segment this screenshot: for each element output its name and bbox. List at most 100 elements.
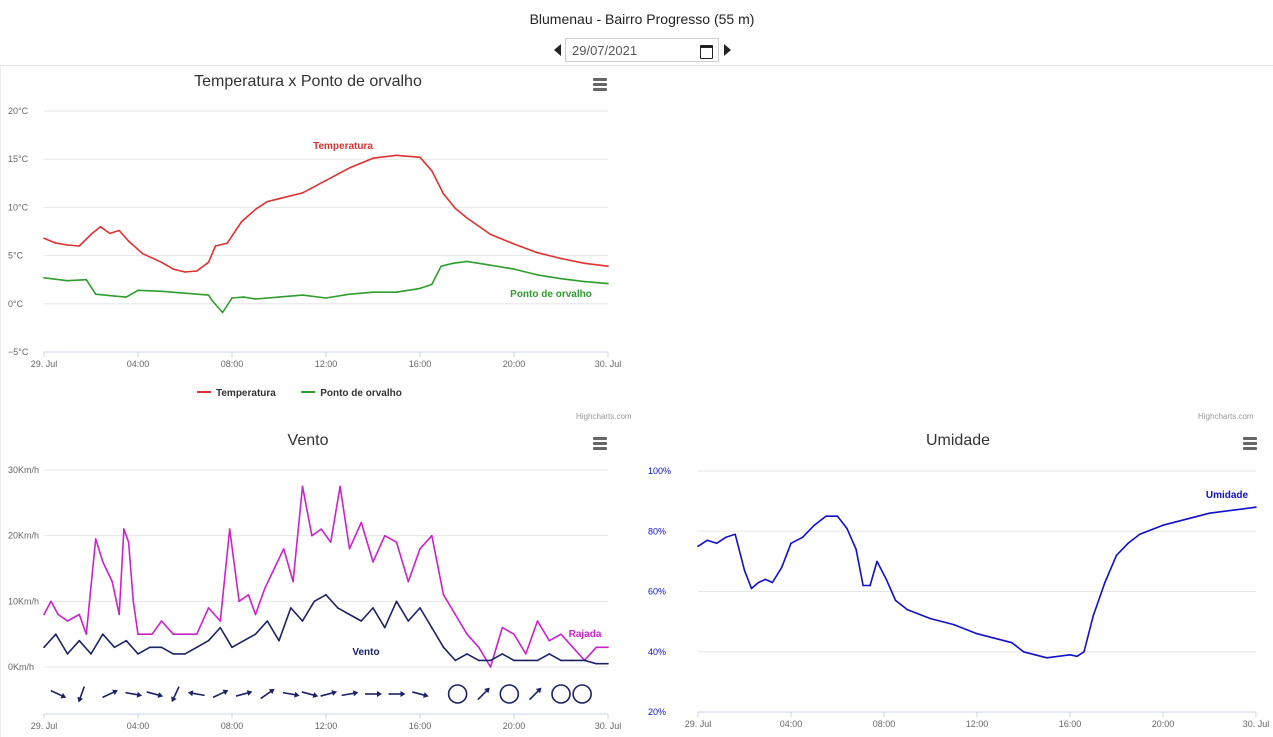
wind-direction-arrow <box>341 690 359 697</box>
data-point <box>160 620 163 622</box>
data-point <box>466 260 468 263</box>
data-point <box>595 646 598 649</box>
arrow-head <box>294 691 300 698</box>
hamburger-menu-icon[interactable] <box>593 437 607 450</box>
data-point <box>1115 554 1118 557</box>
data-point <box>325 593 327 596</box>
data-point <box>43 237 45 240</box>
data-point <box>1069 653 1071 656</box>
wind-direction-arrow <box>187 690 205 697</box>
data-point <box>1231 509 1234 511</box>
data-point <box>54 633 57 635</box>
wind-direction-arrow <box>125 691 143 698</box>
data-point <box>184 653 186 655</box>
data-point <box>419 548 421 550</box>
data-point <box>489 659 492 662</box>
data-point <box>583 280 586 283</box>
caret-right-icon[interactable] <box>721 38 733 62</box>
data-point <box>430 626 433 629</box>
wind-direction-arrow <box>77 686 86 703</box>
wind-direction-arrow <box>171 686 180 703</box>
date-input[interactable]: 29/07/2021 <box>565 38 719 62</box>
data-point <box>325 179 327 182</box>
data-point <box>383 626 386 629</box>
chart-credits[interactable]: Highcharts.com <box>576 412 632 421</box>
y-tick-label: 60% <box>648 587 666 597</box>
data-point <box>127 240 130 242</box>
data-point <box>452 262 454 265</box>
data-point <box>929 617 932 620</box>
data-point <box>1045 656 1048 659</box>
arrow-head <box>268 688 275 695</box>
data-point <box>348 613 351 616</box>
data-point <box>583 262 586 265</box>
x-tick-label: 08:00 <box>873 719 896 729</box>
data-point <box>240 221 243 223</box>
data-point <box>278 197 280 200</box>
x-tick-label: 29. Jul <box>31 721 58 731</box>
data-point <box>466 653 468 655</box>
data-point <box>360 620 363 622</box>
hamburger-menu-icon[interactable] <box>1243 437 1257 450</box>
data-point <box>813 524 816 527</box>
data-point <box>466 217 468 219</box>
data-point <box>987 635 990 638</box>
data-point <box>952 623 955 626</box>
arrow-head <box>331 690 338 696</box>
data-point <box>301 485 304 488</box>
data-point <box>825 515 827 517</box>
data-point <box>238 600 240 603</box>
y-tick-label: 10Km/h <box>8 596 39 606</box>
calendar-icon[interactable] <box>700 44 713 59</box>
data-point <box>454 659 457 662</box>
data-point <box>289 607 292 609</box>
data-point <box>172 268 175 270</box>
wind-direction-arrow <box>212 689 229 699</box>
y-tick-label: 40% <box>648 647 666 657</box>
data-point <box>1208 512 1211 514</box>
data-point <box>184 271 186 273</box>
data-point <box>855 548 857 551</box>
data-point <box>78 245 81 247</box>
series-line-umidade <box>697 506 1257 659</box>
data-point <box>221 311 224 314</box>
hamburger-menu-icon[interactable] <box>593 78 607 91</box>
chart-title: Temperatura x Ponto de orvalho <box>194 73 422 90</box>
x-tick-label: 12:00 <box>315 359 338 369</box>
arrow-head <box>535 687 542 694</box>
data-point <box>113 295 116 297</box>
data-point <box>372 291 374 294</box>
data-point <box>94 293 97 295</box>
y-tick-label: 20% <box>648 707 666 717</box>
data-point <box>329 541 332 544</box>
calm-wind-circle <box>572 684 592 704</box>
data-point <box>54 242 57 244</box>
chart-title: Umidade <box>926 432 990 449</box>
data-point <box>1162 524 1164 527</box>
data-point <box>273 567 276 570</box>
data-point <box>325 297 327 299</box>
data-point <box>43 276 45 279</box>
data-point <box>360 521 363 524</box>
data-point <box>101 633 104 635</box>
data-point <box>513 243 515 245</box>
chart-credits[interactable]: Highcharts.com <box>1198 412 1254 421</box>
data-point <box>1104 581 1106 584</box>
wind-direction-arrow <box>320 690 338 697</box>
y-tick-label: 30Km/h <box>8 465 39 475</box>
data-point <box>743 569 746 572</box>
data-point <box>372 561 374 563</box>
data-point <box>207 639 210 642</box>
data-point <box>125 296 128 298</box>
series-data-label: Temperatura <box>313 141 373 152</box>
legend-item[interactable]: Ponto de orvalho <box>320 388 402 399</box>
data-point <box>571 659 574 662</box>
series-data-label: Umidade <box>1206 490 1249 501</box>
data-point <box>513 633 515 635</box>
caret-left-icon[interactable] <box>551 38 563 62</box>
data-point <box>101 561 104 563</box>
y-tick-label: 5°C <box>8 251 24 261</box>
calm-wind-circle <box>499 684 520 704</box>
data-point <box>906 608 909 611</box>
legend-item[interactable]: Temperatura <box>216 388 276 399</box>
